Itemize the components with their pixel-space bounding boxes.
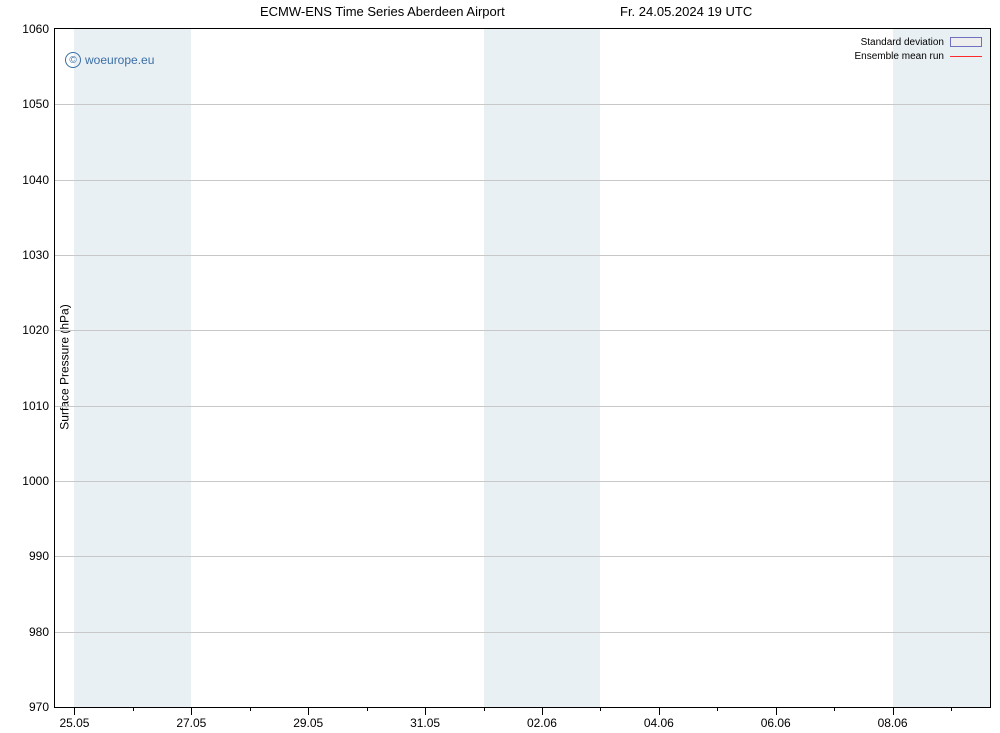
x-tick-label: 04.06 [644, 716, 674, 730]
y-tick-label: 1000 [22, 474, 49, 488]
y-tick-label: 980 [29, 625, 49, 639]
gridline [55, 330, 990, 331]
chart-title-bar: ECMW-ENS Time Series Aberdeen Airport Fr… [0, 4, 1000, 24]
weekend-band [74, 29, 191, 707]
y-tick-label: 1060 [22, 22, 49, 36]
x-tick-major [308, 707, 309, 715]
x-tick-minor [250, 707, 251, 711]
legend-label: Standard deviation [861, 37, 944, 48]
chart-title-right: Fr. 24.05.2024 19 UTC [620, 4, 752, 19]
legend-item: Standard deviation [855, 35, 983, 49]
x-tick-major [659, 707, 660, 715]
gridline [55, 481, 990, 482]
watermark-text: woeurope.eu [85, 53, 154, 67]
y-tick-label: 1030 [22, 248, 49, 262]
x-tick-minor [367, 707, 368, 711]
x-tick-major [893, 707, 894, 715]
chart-legend: Standard deviation Ensemble mean run [855, 35, 983, 63]
plot-area: © woeurope.eu Standard deviation Ensembl… [54, 28, 991, 708]
x-tick-label: 31.05 [410, 716, 440, 730]
x-tick-label: 06.06 [761, 716, 791, 730]
x-tick-label: 02.06 [527, 716, 557, 730]
chart-title-left: ECMW-ENS Time Series Aberdeen Airport [260, 4, 505, 19]
legend-swatch-icon [950, 37, 982, 47]
x-tick-label: 27.05 [176, 716, 206, 730]
copyright-icon: © [65, 52, 81, 68]
gridline [55, 406, 990, 407]
y-tick-label: 1010 [22, 399, 49, 413]
x-tick-minor [717, 707, 718, 711]
x-tick-minor [484, 707, 485, 711]
legend-line-icon [950, 56, 982, 57]
gridline [55, 556, 990, 557]
x-tick-major [74, 707, 75, 715]
x-tick-minor [834, 707, 835, 711]
legend-label: Ensemble mean run [855, 51, 945, 62]
legend-item: Ensemble mean run [855, 49, 983, 63]
y-tick-label: 970 [29, 700, 49, 714]
y-tick-label: 1040 [22, 173, 49, 187]
x-tick-major [776, 707, 777, 715]
weekend-band [484, 29, 601, 707]
watermark: © woeurope.eu [65, 52, 154, 68]
x-tick-minor [133, 707, 134, 711]
y-tick-label: 990 [29, 549, 49, 563]
gridline [55, 255, 990, 256]
x-tick-minor [951, 707, 952, 711]
x-tick-label: 08.06 [878, 716, 908, 730]
gridline [55, 632, 990, 633]
x-tick-major [542, 707, 543, 715]
x-tick-major [191, 707, 192, 715]
x-tick-minor [600, 707, 601, 711]
x-tick-label: 29.05 [293, 716, 323, 730]
x-tick-label: 25.05 [59, 716, 89, 730]
y-tick-label: 1050 [22, 97, 49, 111]
y-tick-label: 1020 [22, 323, 49, 337]
weekend-band [893, 29, 990, 707]
gridline [55, 180, 990, 181]
x-tick-major [425, 707, 426, 715]
gridline [55, 104, 990, 105]
chart-container: ECMW-ENS Time Series Aberdeen Airport Fr… [0, 0, 1000, 733]
